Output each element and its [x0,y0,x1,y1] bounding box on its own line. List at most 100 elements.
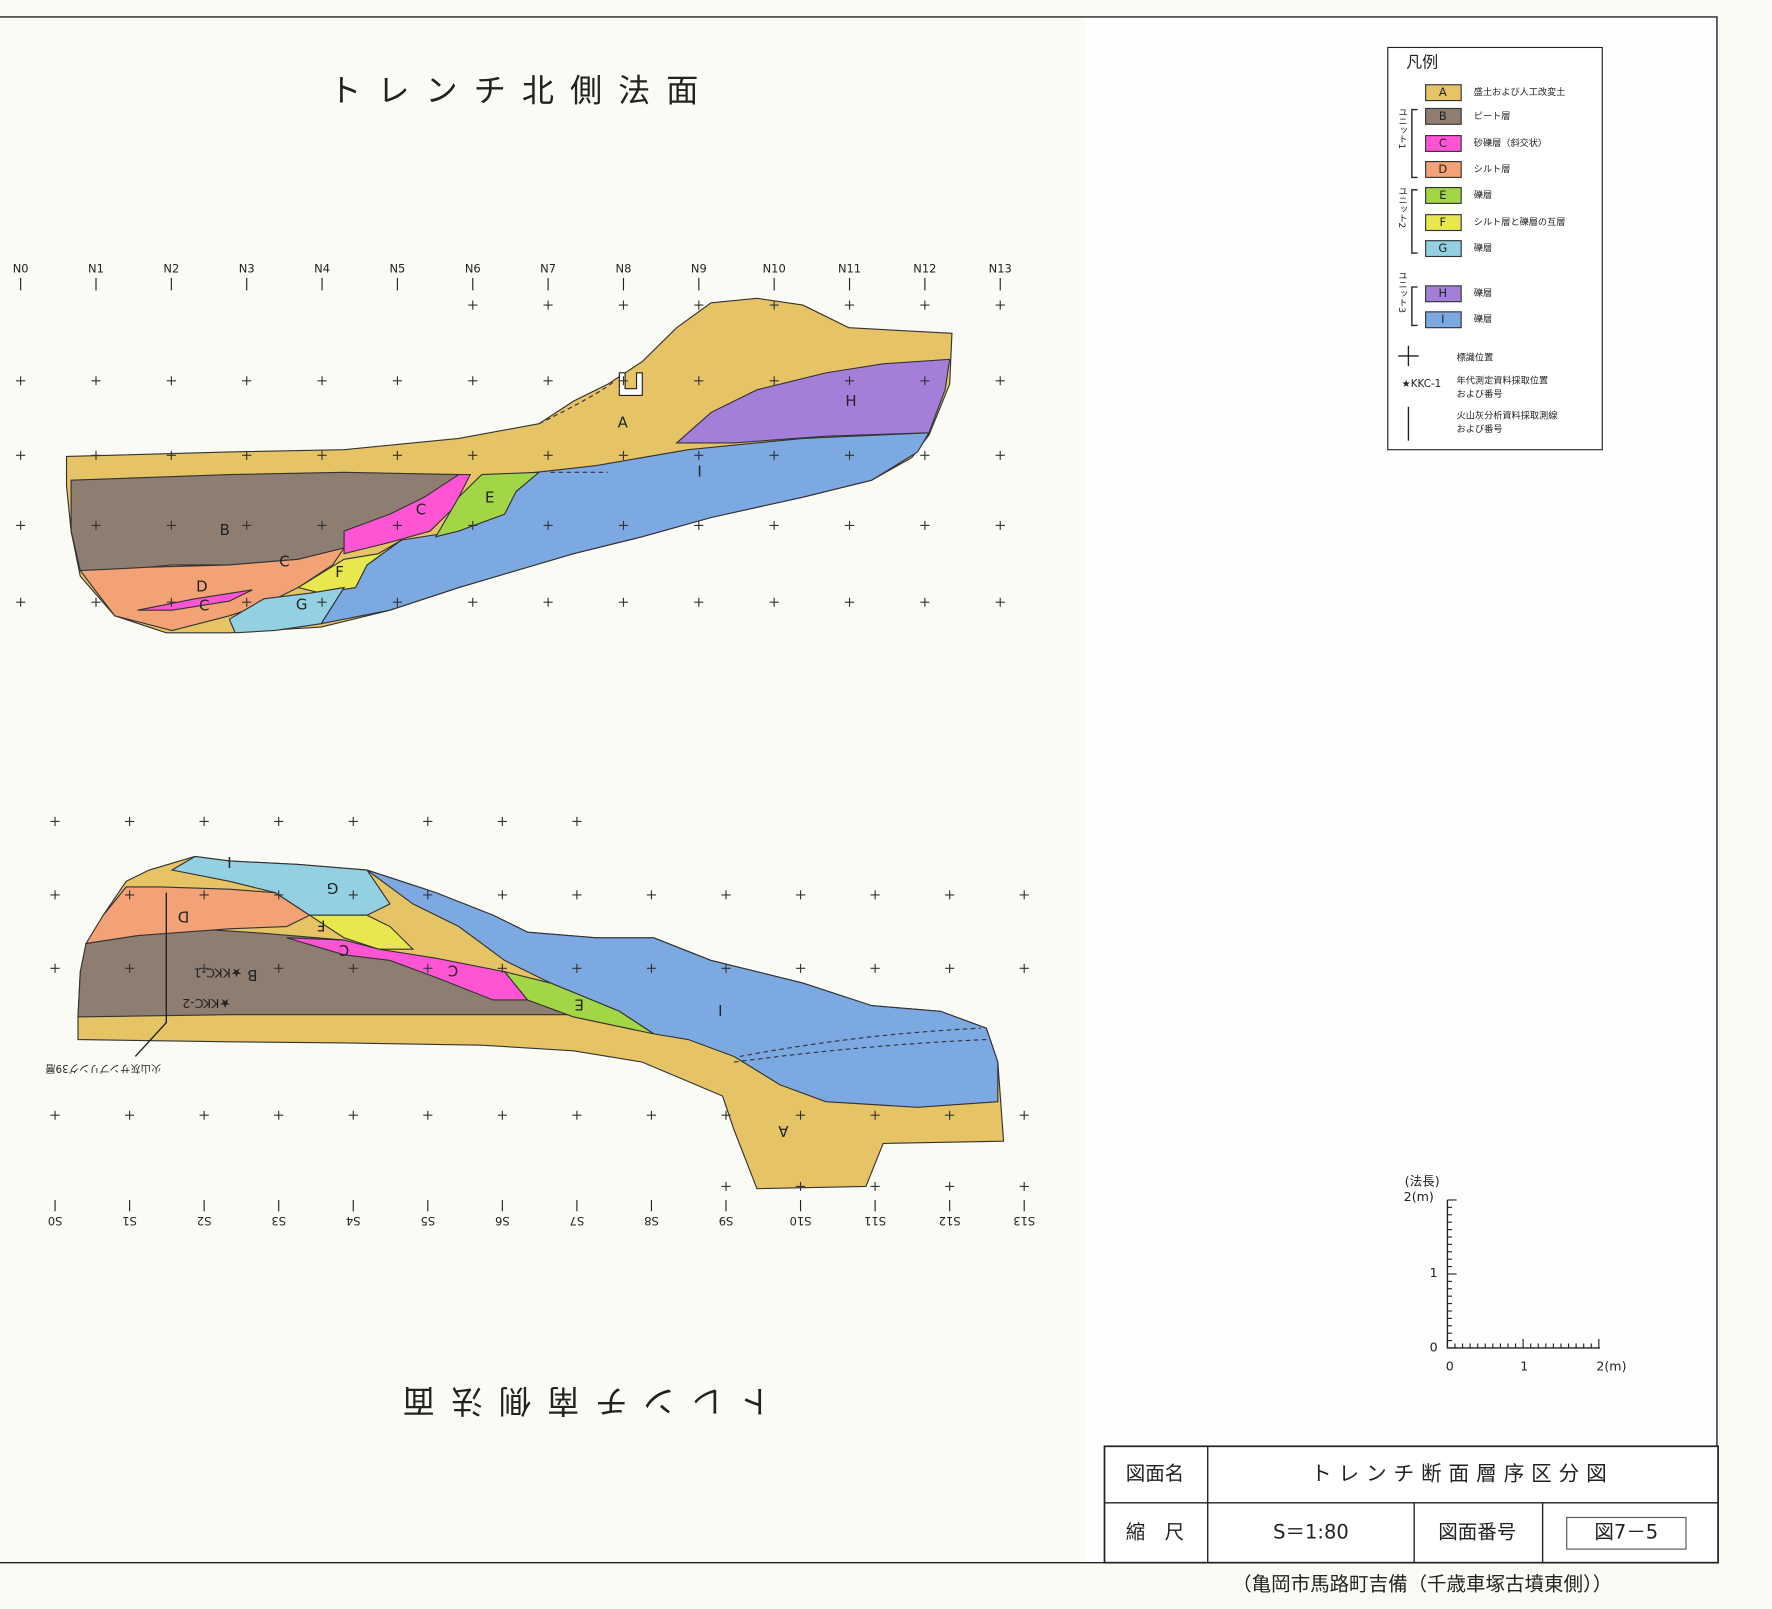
station-label: N5 [389,261,405,275]
legend: 凡例 ユニット1 ユニット2 ユニット3 標識位置 ★KKC-1 年代測定資料採… [1387,46,1603,451]
legend-label: 砂礫層（斜交状） [1474,137,1547,149]
number-box [1566,1516,1687,1550]
survey-marker [242,376,252,386]
layer [434,471,541,538]
station-label: S4 [346,1214,361,1228]
layer-label: E [574,995,583,1012]
survey-marker [125,816,135,826]
layer-label: I [227,853,231,870]
layer-label: G [327,879,339,896]
survey-marker [423,963,433,973]
survey-marker [50,1110,60,1120]
survey-marker [870,1110,880,1120]
legend-label: 標識位置 [1457,352,1494,364]
survey-marker [1019,1181,1029,1191]
sheet-border [0,16,1718,1564]
survey-marker [166,520,176,530]
survey-marker [618,376,629,386]
survey-marker [769,450,779,460]
survey-marker [16,597,26,607]
legend-label: 礫層 [1474,242,1492,254]
station-label: S7 [570,1214,585,1228]
legend-code: F [1440,215,1447,229]
legend-swatch [1425,240,1462,258]
layer [503,970,655,1035]
legend-code: D [1438,162,1447,176]
legend-code: B [1439,109,1447,123]
layer-label: B [247,966,257,983]
survey-marker [348,963,358,973]
survey-marker [572,816,582,826]
legend-swatch [1425,311,1462,329]
legend-label: 礫層 [1474,287,1492,299]
survey-marker [572,1110,582,1120]
survey-marker [125,890,135,900]
survey-marker [392,520,402,530]
legend-label: ピート層 [1474,111,1511,122]
survey-marker [995,300,1005,310]
layer-label: G [296,597,308,614]
layer [343,473,472,555]
layer-label: F [335,564,344,581]
legend-swatch [1425,107,1462,125]
survey-marker [125,1110,135,1120]
survey-marker [468,450,478,460]
south-title: トレンチ南側法面 [387,1382,772,1420]
survey-marker [920,376,930,386]
survey-marker [125,963,135,973]
layer [675,358,951,444]
survey-marker [646,890,657,900]
survey-marker [274,963,284,973]
survey-marker [920,300,930,310]
survey-marker [543,450,553,460]
station-label: S1 [122,1214,137,1228]
survey-marker [91,520,101,530]
survey-marker [572,890,582,900]
survey-marker [694,520,704,530]
survey-marker [50,816,60,826]
survey-marker [920,597,930,607]
unit-bracket [1411,108,1418,327]
survey-marker [166,450,176,460]
legend-code: C [1439,136,1447,150]
legend-title: 凡例 [1406,53,1438,72]
legend-label: 礫層 [1474,313,1492,325]
survey-marker [795,1110,806,1120]
survey-marker [844,376,855,386]
title-block-box [1103,1445,1719,1564]
station-label: N12 [913,261,936,275]
annotation: 火山灰サンプリング39層 [45,1062,161,1075]
survey-marker [199,1110,209,1120]
station-label: S5 [421,1214,436,1228]
survey-marker [16,520,26,530]
station-label: S6 [495,1214,510,1228]
legend-label: および番号 [1457,423,1503,435]
survey-marker [543,376,553,386]
survey-marker [995,450,1005,460]
survey-marker [844,520,855,530]
survey-marker [50,890,60,900]
unit-label: ユニット1 [1396,107,1408,149]
station-label: S0 [48,1214,63,1228]
survey-marker [795,963,806,973]
cell: 縮 尺 [1126,1521,1184,1544]
station-label: S2 [197,1214,212,1228]
survey-marker [945,1110,955,1120]
station-label: S3 [271,1214,286,1228]
cell: 図面番号 [1438,1521,1516,1544]
survey-marker [995,597,1005,607]
layer-label: F [317,916,326,933]
survey-marker [392,376,402,386]
survey-marker [844,450,855,460]
layer [228,586,346,634]
legend-label: シルト層と礫層の互層 [1474,216,1566,228]
legend-code: H [1439,286,1448,300]
group: A B C C D E F G I I ★KKC-1 ★KKC-2 火山灰サンプ… [45,853,788,1139]
survey-marker [91,597,101,607]
cell: 図面名 [1126,1462,1184,1485]
dashed-boundary [538,381,614,473]
survey-marker [995,376,1005,386]
scale-tick-label: 0 [1446,1359,1454,1374]
survey-marker [348,1110,358,1120]
layer-label: D [178,907,189,924]
